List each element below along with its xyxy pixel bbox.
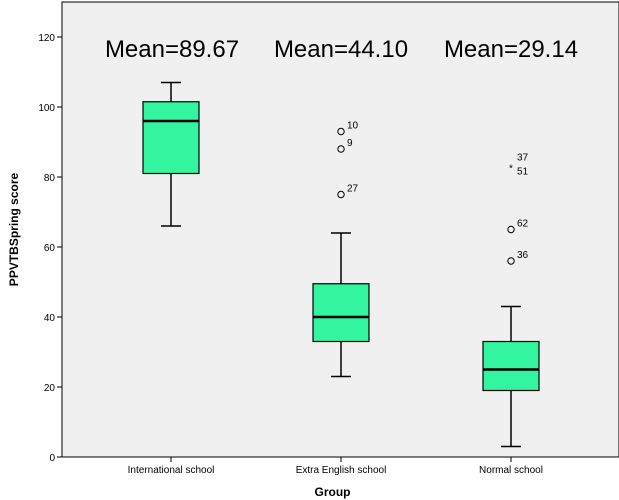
outlier-point xyxy=(507,257,515,265)
outlier-label: 36 xyxy=(517,250,529,261)
box-3: * 37 51 62 36 xyxy=(482,153,540,448)
mean-annotation: Mean=89.67 xyxy=(105,36,239,63)
x-axis: International school Extra English school… xyxy=(128,457,543,476)
y-tick-label: 40 xyxy=(44,313,56,324)
box-group: 10 9 27 * 37 51 62 36 xyxy=(142,81,540,448)
y-tick-label: 120 xyxy=(38,33,55,44)
x-tick-label: International school xyxy=(128,465,215,476)
y-tick-label: 60 xyxy=(44,243,56,254)
outlier-label: 10 xyxy=(347,121,359,132)
x-tick-label: Extra English school xyxy=(296,465,387,476)
outlier-point xyxy=(337,190,345,199)
box-1 xyxy=(142,81,200,227)
y-axis-title: PPVTBSpring score xyxy=(7,173,21,287)
outlier-label: 37 xyxy=(517,153,529,164)
iqr-box xyxy=(312,283,370,343)
mean-annotation: Mean=29.14 xyxy=(444,36,578,63)
y-tick-label: 80 xyxy=(44,173,56,184)
y-axis: 0 20 40 60 80 100 120 xyxy=(38,33,62,464)
extreme-star: * xyxy=(509,164,513,175)
iqr-box xyxy=(142,101,200,175)
mean-annotation: Mean=44.10 xyxy=(274,36,408,63)
y-tick-label: 20 xyxy=(44,383,56,394)
mean-annotations: Mean=89.67 Mean=44.10 Mean=29.14 xyxy=(105,36,578,63)
y-tick-label: 100 xyxy=(38,103,55,114)
outlier-label: 27 xyxy=(347,184,359,195)
x-tick-label: Normal school xyxy=(479,465,543,476)
iqr-box xyxy=(482,340,540,392)
x-axis-title: Group xyxy=(315,485,351,499)
outlier-point xyxy=(337,127,345,136)
outlier-point xyxy=(337,145,345,153)
y-tick-label: 0 xyxy=(49,453,55,464)
box-2: 10 9 27 xyxy=(312,121,370,378)
outlier-label: 9 xyxy=(347,138,353,149)
outlier-point xyxy=(507,225,515,234)
outlier-label: 51 xyxy=(517,167,529,178)
outlier-label: 62 xyxy=(517,219,529,230)
